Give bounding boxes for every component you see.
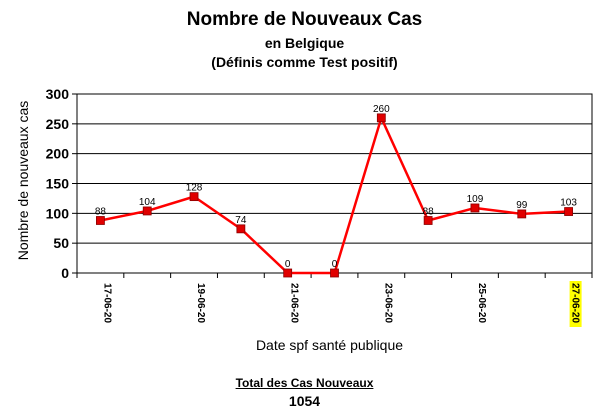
x-tick-label-group: 17-06-20: [101, 283, 112, 323]
data-point: [517, 209, 527, 219]
data-point: [564, 207, 573, 216]
y-tick-label: 50: [53, 235, 69, 251]
data-label: 109: [467, 194, 484, 205]
x-tick-label-group: 21-06-20: [289, 283, 300, 323]
data-label: 104: [139, 197, 156, 208]
y-tick-label: 150: [46, 176, 70, 192]
total-label: Total des Cas Nouveaux: [235, 376, 374, 390]
data-label: 103: [560, 198, 577, 209]
x-tick-label-group: 23-06-20: [382, 283, 393, 323]
x-tick-label-group: 25-06-20: [476, 283, 487, 323]
x-tick-label: 17-06-20: [101, 283, 112, 323]
chart-subtitle-2: (Définis comme Test positif): [211, 54, 398, 70]
data-point: [283, 268, 293, 278]
x-tick-label: 25-06-20: [476, 283, 487, 323]
data-point: [189, 192, 199, 202]
y-tick-label: 0: [61, 265, 69, 281]
data-point: [470, 203, 480, 213]
total-value: 1054: [288, 393, 321, 409]
data-label: 128: [186, 183, 203, 194]
data-point: [142, 206, 152, 216]
data-label: 88: [95, 206, 107, 217]
x-tick-label: 19-06-20: [195, 283, 206, 323]
data-label: 0: [332, 259, 338, 270]
highlight-box: [569, 281, 582, 327]
data-point: [330, 268, 339, 278]
data-label: 88: [423, 206, 435, 217]
data-point: [376, 113, 386, 123]
y-tick-label: 200: [46, 146, 70, 162]
y-tick-label: 100: [46, 205, 70, 221]
x-tick-label: 23-06-20: [382, 283, 393, 323]
data-point: [236, 224, 246, 234]
x-axis-label: Date spf santé publique: [256, 337, 403, 353]
y-axis-label: Nombre de nouveaux cas: [15, 101, 31, 261]
y-tick-label: 300: [46, 86, 70, 102]
data-label: 74: [235, 215, 247, 226]
data-label: 0: [285, 259, 291, 270]
chart-title: Nombre de Nouveaux Cas: [186, 9, 423, 30]
data-point: [423, 216, 433, 225]
chart-subtitle: en Belgique: [264, 35, 345, 51]
x-tick-label: 21-06-20: [289, 283, 300, 323]
y-tick-label: 250: [46, 116, 70, 132]
x-tick-label-group: 19-06-20: [195, 283, 206, 323]
data-point: [96, 216, 105, 225]
x-tick-label: 27-06-20: [570, 283, 581, 323]
x-tick-label-group: 27-06-20: [569, 281, 582, 327]
data-label: 99: [516, 200, 528, 211]
series-line: [100, 116, 569, 275]
data-label: 260: [373, 104, 390, 115]
